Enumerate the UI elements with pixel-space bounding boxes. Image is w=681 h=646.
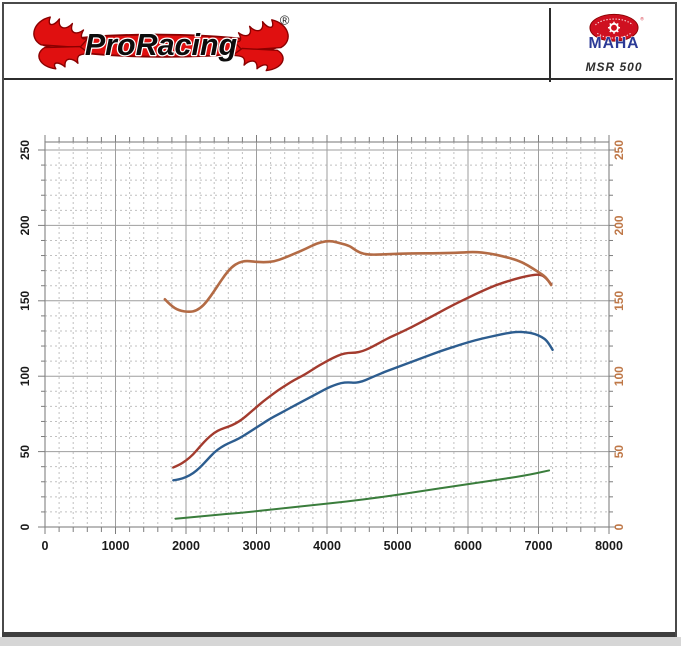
x-tick-label: 1000 [102, 539, 130, 553]
x-tick-label: 2000 [172, 539, 200, 553]
brand-logo-text: ProRacing [85, 28, 238, 62]
grid-minor [45, 142, 609, 527]
bottom-border [2, 632, 675, 637]
y-left-tick-label: 250 [18, 140, 32, 160]
maha-ellipse [589, 13, 639, 42]
red-curve [172, 273, 553, 469]
y-axis-labels-left: 0 50 100 150 200 250 [18, 140, 32, 531]
axis-ticks [38, 135, 616, 534]
maha-logo: ® MAHA [588, 13, 644, 53]
x-tick-label: 7000 [525, 539, 553, 553]
grid-major [45, 142, 609, 527]
x-tick-label: 3000 [243, 539, 271, 553]
maha-arc-text-top [595, 18, 633, 26]
y-left-tick-label: 100 [18, 366, 32, 386]
y-left-tick-label: 50 [18, 445, 32, 459]
orange-curve [163, 239, 553, 314]
x-axis-labels: 0 1000 2000 3000 4000 5000 6000 7000 8000 [42, 539, 623, 553]
flame-graphic [33, 16, 289, 72]
y-left-tick-label: 150 [18, 290, 32, 310]
y-right-tick-label: 150 [612, 290, 626, 310]
y-left-tick-label: 0 [18, 523, 32, 530]
x-tick-label: 4000 [313, 539, 341, 553]
x-tick-label: 6000 [454, 539, 482, 553]
x-tick-label: 5000 [384, 539, 412, 553]
registered-mark: ® [280, 12, 290, 27]
y-left-tick-label: 200 [18, 215, 32, 235]
header-divider [549, 8, 551, 82]
proracing-logo: ProRacing ® [33, 12, 290, 72]
y-right-tick-label: 0 [612, 523, 626, 530]
gear-icon [607, 21, 621, 34]
maha-logo-box: ® MAHA MSR 500 [553, 8, 675, 80]
green-curve [174, 469, 551, 520]
y-right-tick-label: 200 [612, 215, 626, 235]
bottom-shadow [0, 637, 681, 646]
header-rule [4, 78, 673, 80]
dyno-chart: 0 1000 2000 3000 4000 5000 6000 7000 80000501001… [18, 135, 626, 553]
y-right-tick-label: 100 [612, 366, 626, 386]
y-right-tick-label: 250 [612, 140, 626, 160]
device-model-label: MSR 500 [585, 60, 643, 74]
device-logo-text: MAHA [589, 35, 640, 52]
report-header: ProRacing ® ® [4, 4, 671, 82]
y-axis-labels-right: 0 50 100 150 200 250 [612, 140, 626, 531]
device-registered-mark: ® [640, 15, 644, 21]
maha-arc-text-bottom [596, 32, 632, 39]
x-tick-label: 8000 [595, 539, 623, 553]
y-right-tick-label: 50 [612, 445, 626, 459]
x-tick-label: 0 [42, 539, 49, 553]
blue-curve [172, 330, 554, 482]
